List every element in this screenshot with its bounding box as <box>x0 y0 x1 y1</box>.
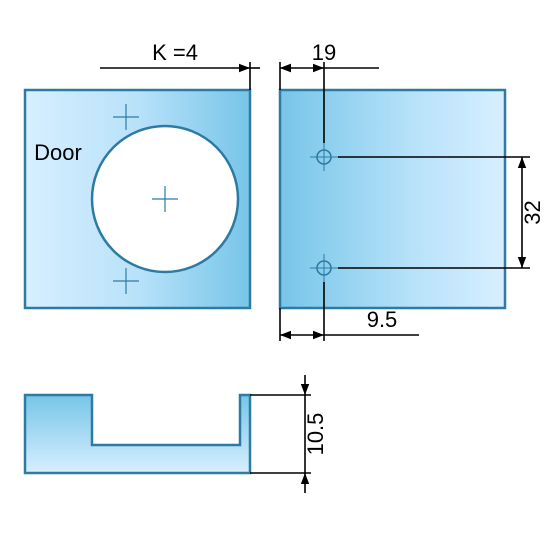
label-32: 32 <box>520 200 545 224</box>
label-door: Door <box>34 140 82 165</box>
label-105: 10.5 <box>303 413 328 456</box>
label-k: K =4 <box>152 40 198 65</box>
side-profile <box>25 395 250 473</box>
mount-panel <box>280 90 505 308</box>
label-95: 9.5 <box>367 307 398 332</box>
label-19: 19 <box>312 40 336 65</box>
